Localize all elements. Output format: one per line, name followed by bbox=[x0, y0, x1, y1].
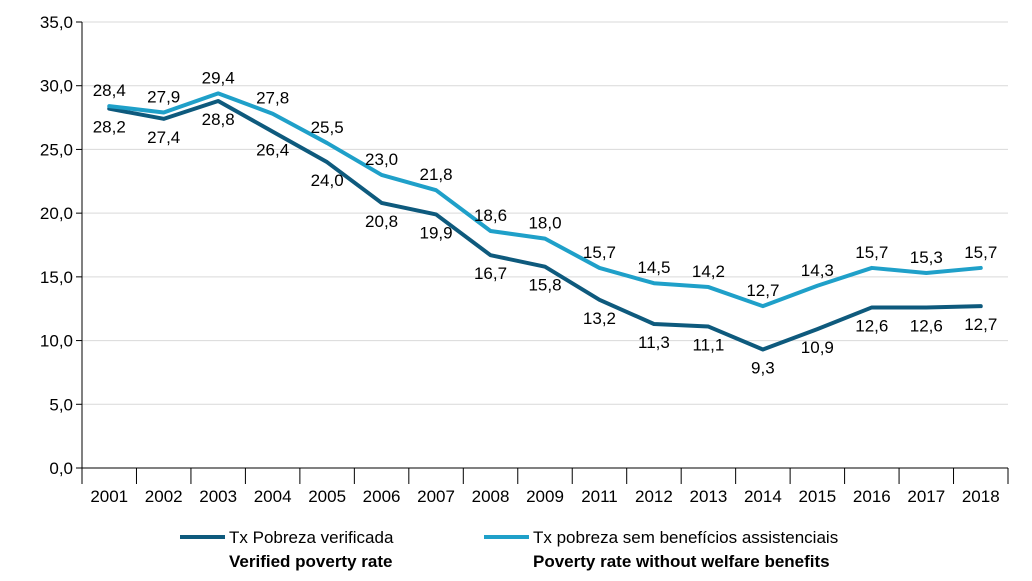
data-label-verified: 27,4 bbox=[147, 128, 180, 147]
data-label-without-benefits: 18,6 bbox=[474, 206, 507, 225]
y-tick-label: 10,0 bbox=[40, 332, 73, 351]
data-label-without-benefits: 14,2 bbox=[692, 262, 725, 281]
data-label-verified: 24,0 bbox=[311, 171, 344, 190]
x-tick-label: 2001 bbox=[90, 487, 128, 506]
x-axis: 2001 2002 2003 2004 2005 2006 2007 2008 2009 2011… bbox=[81, 467, 1009, 506]
data-label-without-benefits: 14,5 bbox=[637, 258, 670, 277]
data-label-without-benefits: 21,8 bbox=[420, 165, 453, 184]
data-label-verified: 26,4 bbox=[256, 141, 289, 160]
x-tick-label: 2007 bbox=[417, 487, 455, 506]
x-tick-label: 2018 bbox=[962, 487, 1000, 506]
y-axis: 0,0 5,0 10,0 15,0 20,0 25,0 30,0 35,0 bbox=[40, 13, 83, 478]
x-tick-label: 2014 bbox=[744, 487, 782, 506]
y-tick-label: 25,0 bbox=[40, 140, 73, 159]
x-tick-label: 2002 bbox=[145, 487, 183, 506]
y-tick-label: 0,0 bbox=[49, 459, 73, 478]
data-label-verified: 13,2 bbox=[583, 309, 616, 328]
legend-label-without-benefits-en: Poverty rate without welfare benefits bbox=[533, 552, 830, 571]
data-label-verified: 20,8 bbox=[365, 212, 398, 231]
y-tick-label: 5,0 bbox=[49, 395, 73, 414]
series-lines bbox=[107, 91, 983, 352]
data-label-without-benefits: 27,8 bbox=[256, 89, 289, 108]
data-label-verified: 9,3 bbox=[751, 358, 775, 377]
data-label-verified: 12,6 bbox=[855, 316, 888, 335]
data-label-without-benefits: 29,4 bbox=[202, 68, 235, 87]
data-label-without-benefits: 27,9 bbox=[147, 87, 180, 106]
y-tick-label: 15,0 bbox=[40, 268, 73, 287]
series-line-without-benefits bbox=[107, 91, 983, 309]
data-label-verified: 28,8 bbox=[202, 110, 235, 129]
legend-label-verified-en: Verified poverty rate bbox=[229, 552, 392, 571]
legend: Tx Pobreza verificada Verified poverty r… bbox=[180, 528, 838, 571]
data-label-verified: 19,9 bbox=[420, 223, 453, 242]
data-label-verified: 12,6 bbox=[910, 316, 943, 335]
data-label-without-benefits: 12,7 bbox=[746, 281, 779, 300]
data-label-verified: 28,2 bbox=[93, 118, 126, 137]
data-labels: 28,2 27,4 28,8 26,4 24,0 20,8 19,9 16,7 15,8 13,2… bbox=[93, 68, 998, 377]
data-label-without-benefits: 28,4 bbox=[93, 81, 126, 100]
x-tick-label: 2015 bbox=[798, 487, 836, 506]
data-label-verified: 16,7 bbox=[474, 264, 507, 283]
x-tick-label: 2003 bbox=[199, 487, 237, 506]
x-tick-label: 2017 bbox=[907, 487, 945, 506]
y-tick-label: 35,0 bbox=[40, 13, 73, 32]
data-label-verified: 11,3 bbox=[638, 333, 670, 352]
data-label-verified: 12,7 bbox=[964, 315, 997, 334]
data-label-without-benefits: 15,3 bbox=[910, 248, 943, 267]
legend-label-without-benefits: Tx pobreza sem benefícios assistenciais bbox=[533, 528, 838, 547]
data-label-verified: 11,1 bbox=[692, 336, 724, 355]
data-label-without-benefits: 18,0 bbox=[528, 214, 561, 233]
data-label-without-benefits: 15,7 bbox=[855, 243, 888, 262]
x-tick-label: 2013 bbox=[689, 487, 727, 506]
y-tick-label: 30,0 bbox=[40, 77, 73, 96]
series-line-verified bbox=[107, 99, 983, 352]
x-tick-label: 2005 bbox=[308, 487, 346, 506]
x-tick-label: 2012 bbox=[635, 487, 673, 506]
data-label-without-benefits: 23,0 bbox=[365, 150, 398, 169]
data-label-without-benefits: 14,3 bbox=[801, 261, 834, 280]
data-label-verified: 15,8 bbox=[528, 276, 561, 295]
x-tick-label: 2016 bbox=[853, 487, 891, 506]
data-label-without-benefits: 15,7 bbox=[583, 243, 616, 262]
data-label-verified: 10,9 bbox=[801, 338, 834, 357]
x-tick-label: 2004 bbox=[254, 487, 292, 506]
data-label-without-benefits: 25,5 bbox=[311, 118, 344, 137]
legend-label-verified: Tx Pobreza verificada bbox=[229, 528, 394, 547]
x-tick-label: 2008 bbox=[472, 487, 510, 506]
grid-lines bbox=[82, 21, 1008, 405]
y-tick-label: 20,0 bbox=[40, 204, 73, 223]
x-tick-label: 2009 bbox=[526, 487, 564, 506]
x-tick-label: 2006 bbox=[363, 487, 401, 506]
x-tick-label: 2011 bbox=[581, 487, 618, 506]
data-label-without-benefits: 15,7 bbox=[964, 243, 997, 262]
